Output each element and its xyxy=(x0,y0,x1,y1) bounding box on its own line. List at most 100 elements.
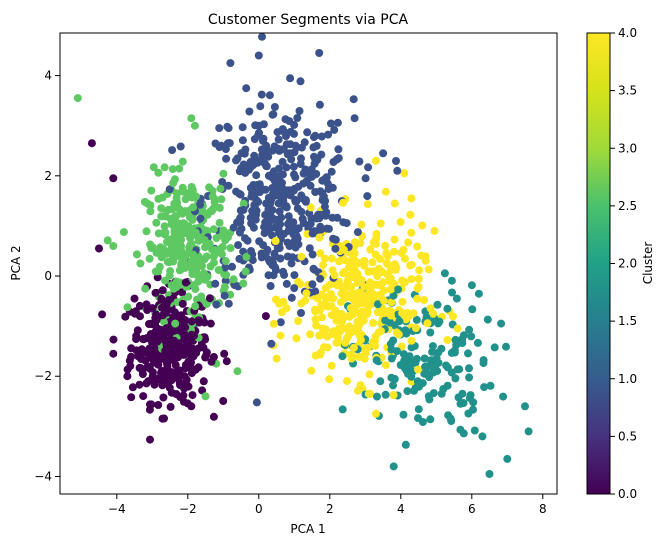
cluster-1-point xyxy=(289,162,298,171)
colorbar-tick-label: 2.0 xyxy=(618,257,637,271)
x-tick-label: −4 xyxy=(108,502,126,516)
cluster-2-point xyxy=(443,304,452,313)
cluster-1-point xyxy=(259,241,268,250)
cluster-2-point xyxy=(376,377,385,386)
cluster-3-point xyxy=(226,244,235,253)
cluster-0-point xyxy=(205,294,214,303)
cluster-4-point xyxy=(407,194,416,203)
cluster-2-point xyxy=(442,361,451,370)
cluster-0-point xyxy=(219,397,228,405)
cluster-3-point xyxy=(202,252,211,261)
cluster-3-point xyxy=(216,245,224,254)
cluster-3-point xyxy=(164,205,173,214)
cluster-2-point xyxy=(410,386,418,395)
cluster-1-point xyxy=(212,300,221,309)
cluster-2-point xyxy=(338,405,347,414)
cluster-3-point xyxy=(181,224,189,233)
cluster-4-point xyxy=(327,361,336,370)
cluster-1-point xyxy=(293,114,302,122)
cluster-0-point xyxy=(121,312,130,321)
y-axis-label: PCA 2 xyxy=(9,245,23,280)
colorbar-tick-label: 4.0 xyxy=(618,26,637,40)
cluster-1-point xyxy=(256,102,265,111)
cluster-4-point xyxy=(371,250,380,259)
cluster-4-point xyxy=(386,311,395,320)
cluster-1-point xyxy=(299,219,308,227)
cluster-2-point xyxy=(399,350,408,359)
cluster-1-point xyxy=(232,156,240,165)
cluster-4-point xyxy=(411,324,420,332)
cluster-2-point xyxy=(434,358,443,367)
cluster-1-point xyxy=(322,224,331,233)
chart-title: Customer Segments via PCA xyxy=(208,12,409,28)
cluster-4-point xyxy=(344,312,353,320)
cluster-1-point xyxy=(252,398,261,407)
cluster-4-point xyxy=(390,199,399,208)
cluster-4-point xyxy=(306,203,315,212)
cluster-1-point xyxy=(279,267,288,276)
cluster-0-point xyxy=(154,401,163,409)
cluster-0-point xyxy=(187,317,196,326)
cluster-2-point xyxy=(393,347,401,356)
cluster-1-point xyxy=(295,107,304,115)
cluster-0-point xyxy=(171,360,180,369)
cluster-1-point xyxy=(296,77,305,86)
cluster-1-point xyxy=(271,252,280,261)
cluster-4-point xyxy=(313,294,322,303)
cluster-3-point xyxy=(173,198,182,207)
cluster-1-point xyxy=(297,309,305,317)
cluster-4-point xyxy=(339,198,348,207)
cluster-1-point xyxy=(334,145,343,154)
cluster-0-point xyxy=(127,393,136,402)
x-tick-label: 4 xyxy=(397,502,405,516)
cluster-2-point xyxy=(386,339,395,348)
cluster-2-point xyxy=(389,381,397,390)
cluster-3-point xyxy=(233,367,242,376)
cluster-4-point xyxy=(349,305,358,314)
cluster-3-point xyxy=(239,279,248,288)
cluster-1-point xyxy=(253,181,262,189)
cluster-4-point xyxy=(430,226,439,235)
cluster-2-point xyxy=(412,315,421,324)
cluster-3-point xyxy=(179,262,187,271)
cluster-0-point xyxy=(146,364,154,373)
cluster-4-point xyxy=(315,331,324,340)
cluster-1-point xyxy=(264,255,273,264)
cluster-2-point xyxy=(458,389,467,398)
cluster-1-point xyxy=(196,200,204,209)
cluster-4-point xyxy=(397,249,406,257)
cluster-4-point xyxy=(345,322,354,331)
cluster-1-point xyxy=(244,165,253,174)
cluster-0-point xyxy=(188,391,197,400)
cluster-4-point xyxy=(338,317,346,326)
cluster-4-point xyxy=(271,237,280,245)
cluster-1-point xyxy=(330,125,339,134)
cluster-1-point xyxy=(308,229,317,238)
cluster-4-point xyxy=(386,285,395,294)
cluster-2-point xyxy=(426,415,435,424)
cluster-1-point xyxy=(239,160,248,169)
cluster-0-point xyxy=(163,325,172,334)
cluster-4-point xyxy=(352,323,360,332)
cluster-4-point xyxy=(344,271,353,280)
cluster-1-point xyxy=(242,84,251,93)
cluster-1-point xyxy=(306,219,315,228)
cluster-4-point xyxy=(356,318,365,327)
colorbar-tick-label: 3.5 xyxy=(618,84,637,98)
cluster-2-point xyxy=(389,462,398,471)
cluster-2-point xyxy=(427,356,436,365)
cluster-0-point xyxy=(95,244,103,253)
cluster-0-point xyxy=(123,372,132,381)
cluster-4-point xyxy=(372,230,381,238)
cluster-1-point xyxy=(228,262,236,271)
cluster-4-point xyxy=(420,296,429,304)
cluster-1-point xyxy=(274,135,283,144)
colorbar-tick-label: 3.0 xyxy=(618,141,637,155)
cluster-4-point xyxy=(365,267,374,276)
cluster-4-point xyxy=(276,331,285,340)
cluster-4-point xyxy=(340,294,349,302)
cluster-0-point xyxy=(135,301,144,310)
cluster-1-point xyxy=(269,110,278,119)
plot-frame xyxy=(59,32,558,495)
cluster-1-point xyxy=(290,170,298,179)
